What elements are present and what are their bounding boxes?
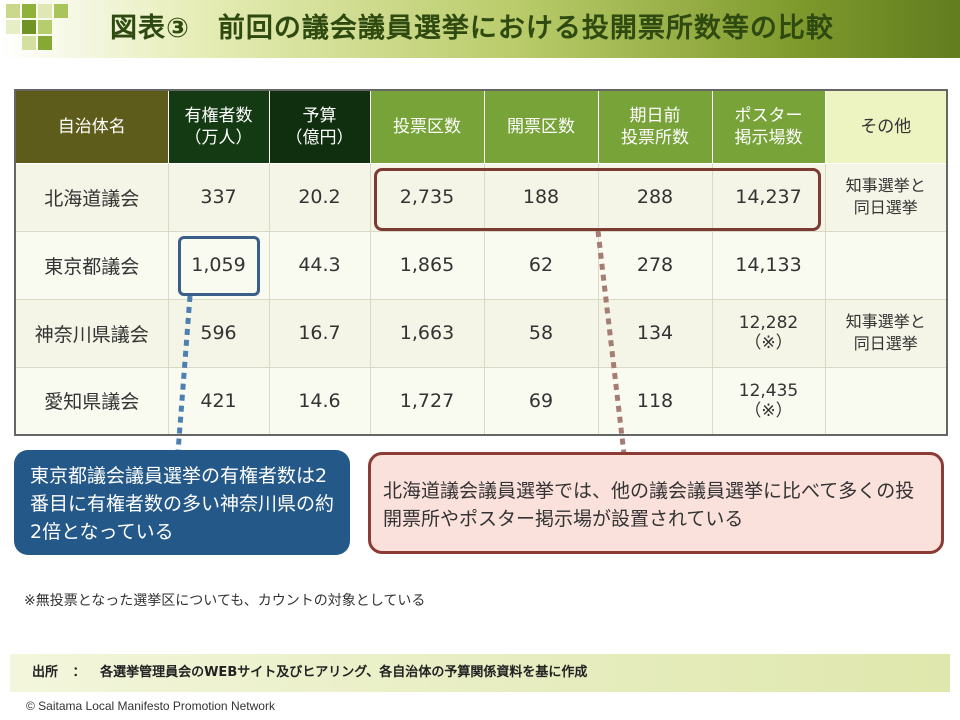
cell-name: 神奈川県議会	[14, 298, 169, 368]
cell-early-voting: 134	[597, 298, 713, 368]
slide-header: 図表③ 前回の議会議員選挙における投開票所数等の比較	[0, 0, 960, 58]
hokkaido-connector-line	[595, 230, 627, 455]
source-label: 出所	[32, 665, 59, 680]
cell-budget: 14.6	[268, 366, 371, 436]
cell-voters: 337	[167, 162, 270, 232]
cell-name: 愛知県議会	[14, 366, 169, 436]
cell-budget: 20.2	[268, 162, 371, 232]
logo-squares	[0, 0, 90, 58]
cell-other	[824, 230, 948, 300]
header-counting-districts: 開票区数	[483, 89, 599, 164]
table-header-row: 自治体名 有権者数 （万人） 予算 （億円） 投票区数 開票区数 期日前 投票所数 ポ…	[14, 89, 948, 164]
cell-voting-districts: 2,735	[369, 162, 485, 232]
source-separator: ：	[72, 665, 86, 680]
cell-early-voting: 278	[597, 230, 713, 300]
cell-voting-districts: 1,663	[369, 298, 485, 368]
cell-counting-districts: 69	[483, 366, 599, 436]
table-row: 北海道議会 337 20.2 2,735 188 288 14,237 知事選挙…	[14, 162, 948, 232]
cell-budget: 44.3	[268, 230, 371, 300]
hokkaido-counts-highlight	[374, 168, 821, 231]
tokyo-callout: 東京都議会議員選挙の有権者数は2番目に有権者数の多い神奈川県の約2倍となっている	[14, 450, 350, 555]
header-voters: 有権者数 （万人）	[167, 89, 270, 164]
table-row: 東京都議会 1,059 44.3 1,865 62 278 14,133	[14, 230, 948, 300]
cell-poster-boards: 12,435 （※）	[711, 366, 826, 436]
table-row: 神奈川県議会 596 16.7 1,663 58 134 12,282 （※） 知…	[14, 298, 948, 368]
header-name: 自治体名	[14, 89, 169, 164]
page-title: 図表③ 前回の議会議員選挙における投開票所数等の比較	[110, 13, 834, 44]
comparison-table-wrapper: 自治体名 有権者数 （万人） 予算 （億円） 投票区数 開票区数 期日前 投票所数 ポ…	[14, 89, 948, 436]
header-other: その他	[824, 89, 948, 164]
header-poster-boards: ポスター 掲示場数	[711, 89, 826, 164]
comparison-table: 自治体名 有権者数 （万人） 予算 （億円） 投票区数 開票区数 期日前 投票所数 ポ…	[14, 89, 948, 436]
header-budget: 予算 （億円）	[268, 89, 371, 164]
cell-voting-districts: 1,727	[369, 366, 485, 436]
cell-budget: 16.7	[268, 298, 371, 368]
cell-counting-districts: 62	[483, 230, 599, 300]
footnote: ※無投票となった選挙区についても、カウントの対象としている	[24, 593, 426, 609]
cell-name: 北海道議会	[14, 162, 169, 232]
cell-voting-districts: 1,865	[369, 230, 485, 300]
cell-other	[824, 366, 948, 436]
cell-poster-boards: 14,237	[711, 162, 826, 232]
source-bar: 出所 ： 各選挙管理員会のWEBサイト及びヒアリング、各自治体の予算関係資料を基…	[10, 654, 950, 692]
hokkaido-callout: 北海道議会議員選挙では、他の議会議員選挙に比べて多くの投開票所やポスター掲示場が…	[368, 452, 944, 554]
cell-voters: 1,059	[167, 230, 270, 300]
cell-other: 知事選挙と 同日選挙	[824, 162, 948, 232]
tokyo-voters-highlight	[178, 236, 260, 296]
cell-voters: 596	[167, 298, 270, 368]
cell-counting-districts: 58	[483, 298, 599, 368]
cell-other: 知事選挙と 同日選挙	[824, 298, 948, 368]
cell-early-voting: 288	[597, 162, 713, 232]
cell-poster-boards: 12,282 （※）	[711, 298, 826, 368]
header-voting-districts: 投票区数	[369, 89, 485, 164]
copyright: © Saitama Local Manifesto Promotion Netw…	[26, 699, 275, 713]
cell-name: 東京都議会	[14, 230, 169, 300]
tokyo-connector-line	[175, 295, 193, 453]
source-text: 各選挙管理員会のWEBサイト及びヒアリング、各自治体の予算関係資料を基に作成	[100, 665, 588, 680]
